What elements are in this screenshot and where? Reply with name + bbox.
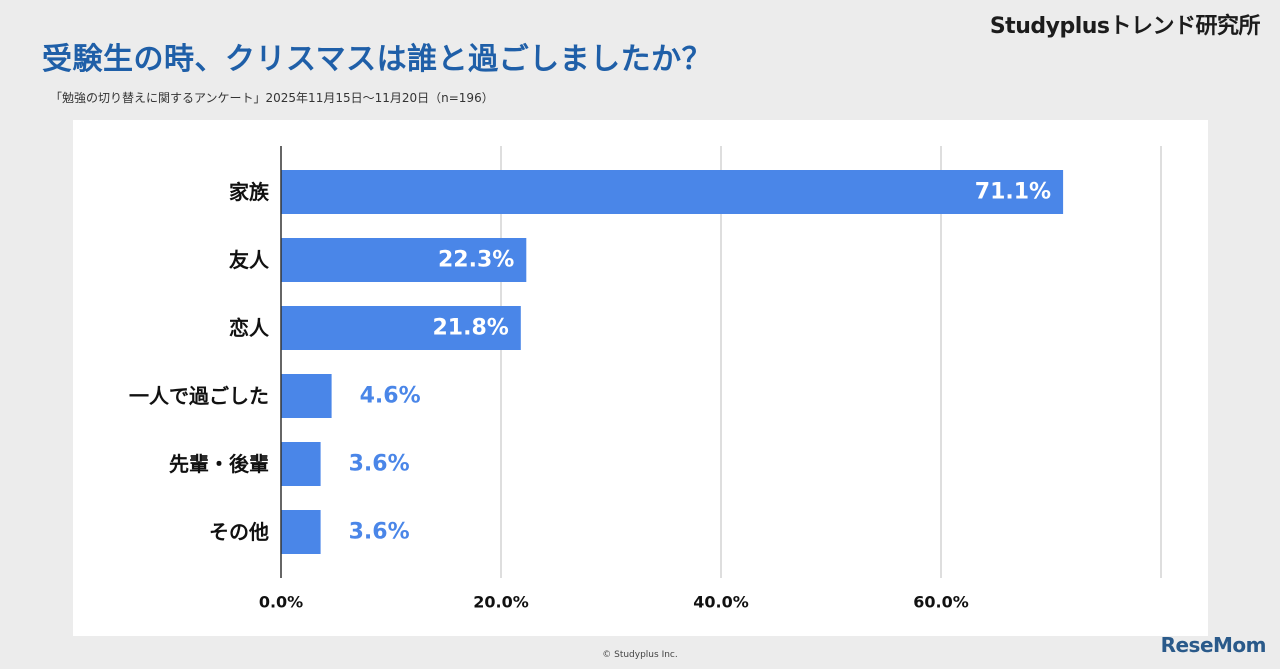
x-tick-label-0: 0.0% bbox=[259, 593, 303, 612]
x-tick-label-2: 40.0% bbox=[693, 593, 749, 612]
bar-4 bbox=[281, 442, 321, 486]
x-tick-label-3: 60.0% bbox=[913, 593, 969, 612]
value-label-5: 3.6% bbox=[349, 520, 410, 545]
bar-chart: 家族 71.1% 友人 22.3% 恋人 21.8% 一人で過ごした 4.6% 先輩・後輩 3.6… bbox=[129, 146, 1162, 612]
category-label-4: 先輩・後輩 bbox=[169, 452, 269, 476]
value-label-4: 3.6% bbox=[349, 452, 410, 477]
value-label-3: 4.6% bbox=[360, 384, 421, 409]
bar-2 bbox=[281, 306, 521, 350]
category-label-5: その他 bbox=[209, 520, 269, 544]
value-label-2: 21.8% bbox=[432, 316, 508, 341]
value-label-1: 22.3% bbox=[438, 248, 514, 273]
category-label-2: 恋人 bbox=[229, 316, 270, 340]
category-label-0: 家族 bbox=[229, 180, 270, 204]
bar-0 bbox=[281, 170, 1064, 214]
category-label-1: 友人 bbox=[229, 248, 270, 272]
copyright: © Studyplus Inc. bbox=[602, 650, 678, 660]
chart-title: 受験生の時、クリスマスは誰と過ごしましたか？ bbox=[42, 42, 713, 77]
x-tick-label-1: 20.0% bbox=[473, 593, 529, 612]
category-label-3: 一人で過ごした bbox=[129, 384, 269, 408]
resemom-watermark: ReseMom bbox=[1160, 633, 1267, 657]
bar-3 bbox=[281, 374, 332, 418]
brand-logo: Studyplusトレンド研究所 bbox=[989, 14, 1261, 39]
bar-1 bbox=[281, 238, 527, 282]
chart-panel: 家族 71.1% 友人 22.3% 恋人 21.8% 一人で過ごした 4.6% 先輩・後輩 3.6… bbox=[73, 120, 1208, 636]
value-label-0: 71.1% bbox=[975, 180, 1051, 205]
bar-5 bbox=[281, 510, 321, 554]
chart-subtitle: 「勉強の切り替えに関するアンケート」2025年11月15日〜11月20日（n=1… bbox=[50, 91, 494, 105]
